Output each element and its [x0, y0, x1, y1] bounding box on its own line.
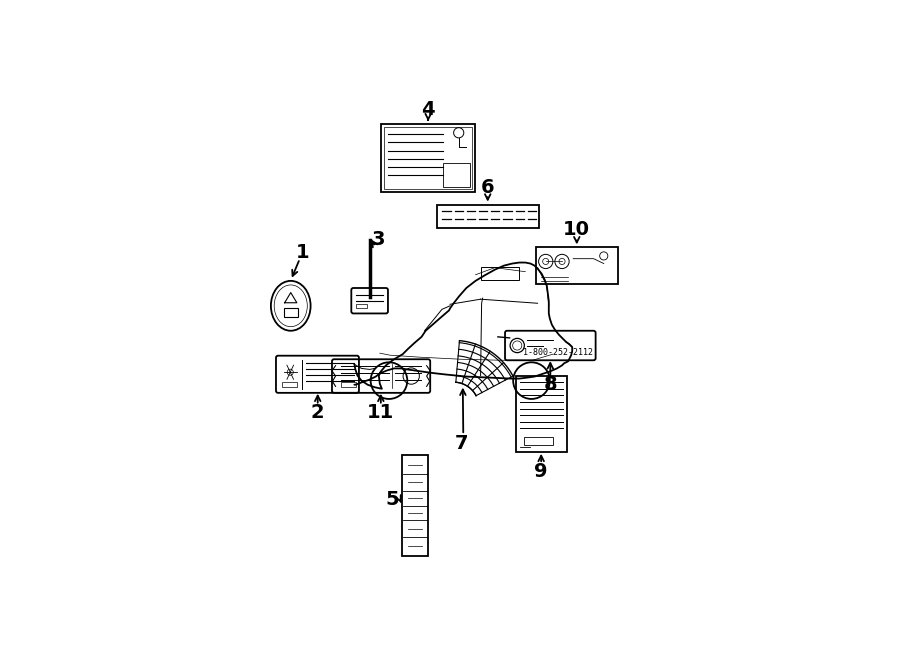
Text: 2: 2: [310, 403, 325, 422]
Text: 1-800-252-2112: 1-800-252-2112: [523, 348, 593, 357]
Text: 6: 6: [481, 178, 494, 197]
Text: 9: 9: [535, 462, 548, 481]
Text: 5: 5: [386, 490, 400, 509]
Text: 4: 4: [421, 100, 435, 120]
Text: 7: 7: [454, 434, 468, 453]
Text: 1: 1: [295, 243, 310, 262]
Text: 8: 8: [544, 375, 557, 394]
Text: 3: 3: [372, 230, 385, 249]
Text: 11: 11: [367, 403, 394, 422]
Text: 10: 10: [563, 220, 590, 239]
